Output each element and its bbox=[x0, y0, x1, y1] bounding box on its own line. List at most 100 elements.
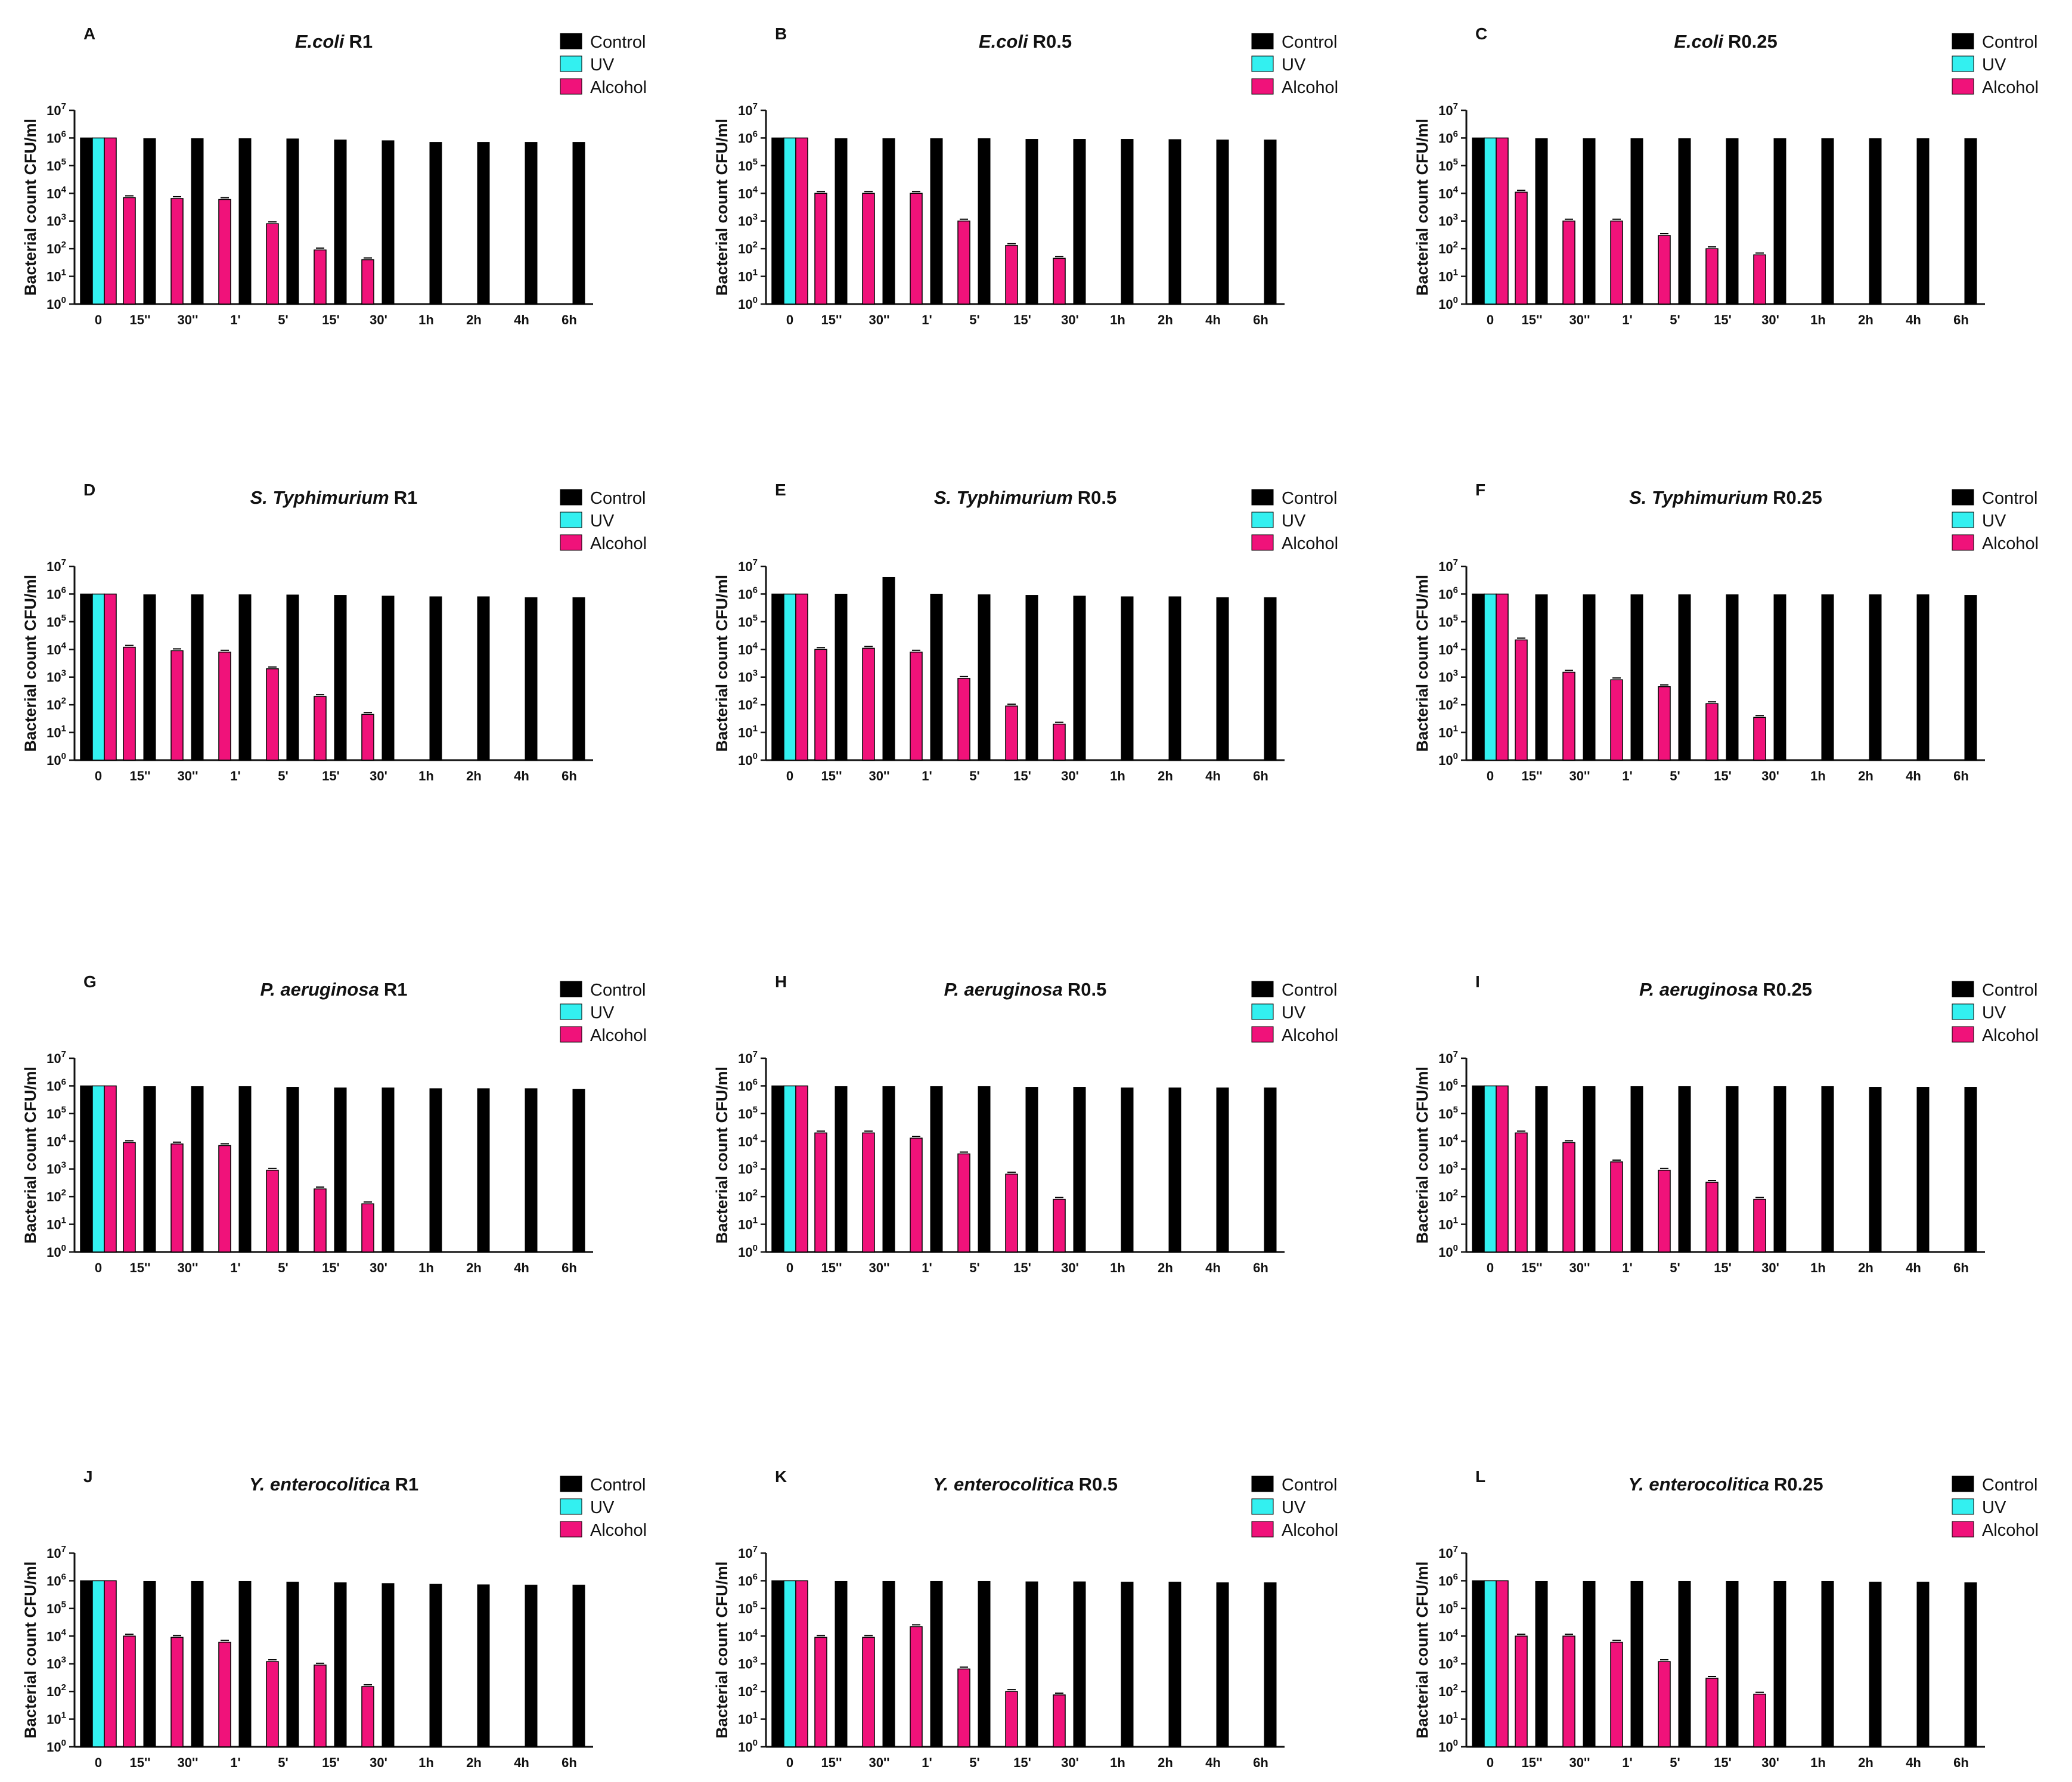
bar-control bbox=[381, 1087, 395, 1253]
bar-control bbox=[80, 593, 93, 761]
x-tick-label: 0 bbox=[1487, 312, 1494, 327]
bar-control bbox=[771, 1085, 784, 1253]
bar-alcohol bbox=[1515, 1635, 1528, 1747]
x-tick-label: 1' bbox=[1622, 1260, 1632, 1275]
y-tick-label: 100 bbox=[1438, 295, 1458, 312]
bar-control bbox=[143, 594, 156, 761]
y-tick-label: 100 bbox=[46, 751, 66, 768]
x-tick-label: 1' bbox=[1622, 312, 1632, 327]
x-tick-label: 30' bbox=[370, 1755, 387, 1770]
bar-control bbox=[1472, 137, 1485, 305]
bar-control bbox=[1025, 139, 1038, 305]
bar-control bbox=[1583, 594, 1596, 761]
bar-control bbox=[882, 1086, 895, 1253]
y-tick-exponent: 2 bbox=[61, 240, 66, 250]
bar-control bbox=[1678, 1086, 1691, 1253]
bar-control bbox=[1168, 139, 1181, 305]
y-tick-base: 10 bbox=[1438, 753, 1453, 768]
y-tick-label: 106 bbox=[738, 1077, 758, 1093]
y-tick-label: 105 bbox=[1438, 1600, 1458, 1616]
x-tick-label: 15'' bbox=[821, 1260, 842, 1275]
y-tick-label: 100 bbox=[738, 295, 758, 312]
y-tick-label: 105 bbox=[1438, 157, 1458, 173]
y-axis-label: Bacterial count CFU/ml bbox=[21, 119, 39, 296]
y-tick-base: 10 bbox=[738, 131, 752, 145]
legend-label-uv: UV bbox=[1282, 55, 1306, 75]
x-tick-label: 1h bbox=[1110, 1260, 1125, 1275]
y-tick-label: 107 bbox=[1438, 557, 1458, 574]
y-tick-exponent: 0 bbox=[753, 295, 758, 305]
bar-alcohol bbox=[1562, 220, 1575, 305]
y-tick-label: 107 bbox=[738, 1544, 758, 1561]
y-tick-exponent: 0 bbox=[61, 1738, 66, 1748]
y-tick-base: 10 bbox=[738, 1079, 752, 1093]
chart-title: E.coli R0.25 bbox=[1674, 31, 1777, 52]
y-tick-exponent: 2 bbox=[61, 1682, 66, 1693]
y-tick-label: 106 bbox=[1438, 1572, 1458, 1588]
y-tick-exponent: 2 bbox=[753, 1188, 758, 1198]
bar-control bbox=[286, 1582, 299, 1747]
x-tick-label: 15'' bbox=[821, 312, 842, 327]
y-axis-label: Bacterial count CFU/ml bbox=[1413, 119, 1431, 296]
bar-control bbox=[1535, 1086, 1548, 1253]
bar-control bbox=[1472, 1085, 1485, 1253]
y-tick-base: 10 bbox=[46, 1684, 61, 1699]
bar-control bbox=[978, 594, 991, 761]
bar-alcohol bbox=[1705, 703, 1719, 761]
bar-alcohol bbox=[170, 650, 184, 761]
y-tick-base: 10 bbox=[1438, 131, 1453, 145]
x-tick-label: 5' bbox=[969, 1755, 979, 1770]
x-tick-label: 15'' bbox=[821, 1755, 842, 1770]
y-tick-exponent: 3 bbox=[61, 1655, 66, 1665]
x-tick-label: 15'' bbox=[821, 768, 842, 783]
x-tick-label: 0 bbox=[95, 1260, 102, 1275]
bar-control bbox=[1964, 595, 1977, 761]
y-tick-base: 10 bbox=[46, 186, 61, 201]
legend-label-uv: UV bbox=[590, 1003, 615, 1022]
x-tick-label: 30' bbox=[370, 1260, 387, 1275]
bar-alcohol bbox=[1610, 1161, 1623, 1253]
bar-control bbox=[882, 138, 895, 305]
x-tick-label: 4h bbox=[1205, 768, 1221, 783]
panel-letter: B bbox=[775, 24, 787, 43]
bar-control bbox=[80, 1580, 93, 1747]
bar-alcohol bbox=[314, 696, 327, 761]
bar-control bbox=[238, 594, 252, 761]
bar-control bbox=[525, 142, 538, 305]
panel-letter: I bbox=[1475, 972, 1480, 991]
y-tick-label: 100 bbox=[46, 295, 66, 312]
bar-alcohol bbox=[218, 1145, 231, 1253]
bar-alcohol bbox=[814, 193, 827, 305]
x-tick-label: 0 bbox=[786, 1755, 793, 1770]
y-tick-exponent: 4 bbox=[753, 1627, 758, 1637]
bar-control bbox=[1264, 1087, 1277, 1253]
y-tick-label: 103 bbox=[738, 1655, 758, 1672]
y-tick-exponent: 5 bbox=[1453, 1105, 1458, 1115]
panel-letter: D bbox=[83, 481, 95, 499]
x-tick-label: 30'' bbox=[869, 1260, 890, 1275]
bar-control bbox=[1264, 140, 1277, 305]
y-tick-base: 10 bbox=[1438, 1217, 1453, 1232]
chart-title-species: Y. enterocolitica bbox=[1628, 1474, 1769, 1495]
y-tick-exponent: 7 bbox=[1453, 557, 1458, 568]
x-tick-label: 30' bbox=[1761, 768, 1779, 783]
bar-control bbox=[1583, 1580, 1596, 1747]
legend-swatch-control bbox=[1952, 981, 1974, 997]
chart-panel-a: A E.coli R1 Control UV Alcohol Bacterial count… bbox=[21, 24, 647, 327]
y-tick-base: 10 bbox=[46, 615, 61, 630]
x-tick-label: 30'' bbox=[869, 312, 890, 327]
y-axis-label: Bacterial count CFU/ml bbox=[21, 575, 39, 752]
y-tick-base: 10 bbox=[46, 1601, 61, 1616]
legend-label-uv: UV bbox=[1282, 512, 1306, 531]
bar-alcohol bbox=[862, 1637, 875, 1747]
bar-alcohol bbox=[814, 649, 827, 761]
chart-title: Y. enterocolitica R0.25 bbox=[1628, 1474, 1823, 1495]
y-tick-exponent: 4 bbox=[1453, 1627, 1459, 1637]
y-tick-label: 100 bbox=[1438, 751, 1458, 768]
chart-title: P. aeruginosa R0.5 bbox=[944, 979, 1107, 1000]
y-tick-base: 10 bbox=[46, 1134, 61, 1149]
y-tick-exponent: 7 bbox=[1453, 1049, 1458, 1059]
bar-control bbox=[334, 595, 347, 761]
y-tick-label: 102 bbox=[1438, 1188, 1458, 1204]
